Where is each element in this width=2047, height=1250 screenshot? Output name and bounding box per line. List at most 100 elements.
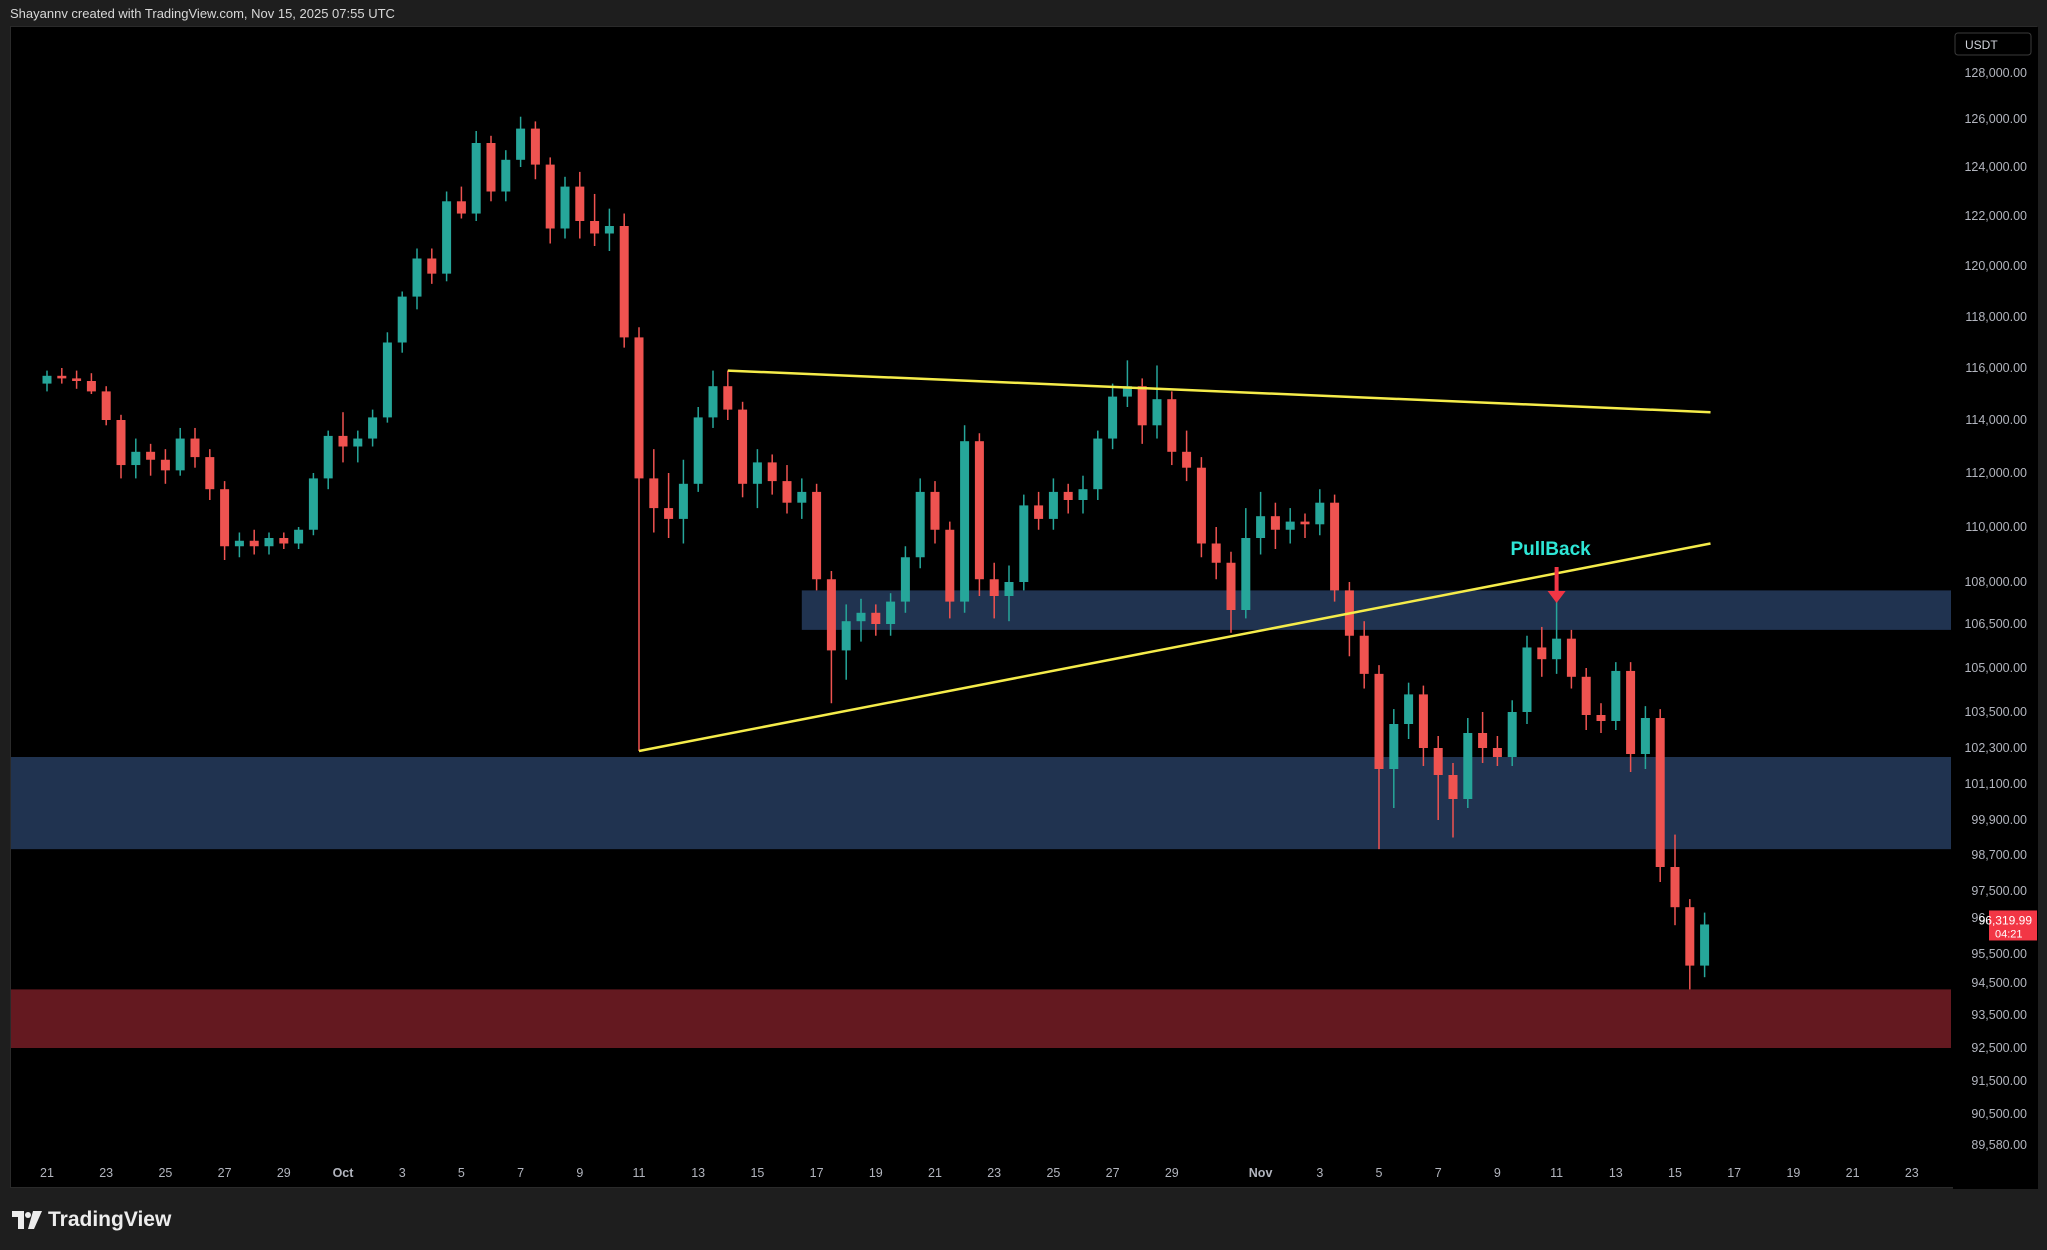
candle[interactable] — [930, 481, 940, 544]
candle[interactable] — [1640, 706, 1650, 769]
candle[interactable] — [72, 370, 82, 389]
candle[interactable] — [205, 449, 215, 500]
candle[interactable] — [812, 483, 822, 591]
candle[interactable] — [1404, 682, 1414, 739]
lower-trendline[interactable] — [638, 542, 1711, 753]
candle[interactable] — [1211, 527, 1221, 580]
candle[interactable] — [767, 454, 777, 495]
tradingview-logo[interactable]: TradingView — [12, 1208, 171, 1232]
candle[interactable] — [708, 370, 718, 428]
candle[interactable] — [323, 430, 333, 490]
candle[interactable] — [1537, 626, 1547, 677]
candle[interactable] — [397, 291, 407, 353]
candle[interactable] — [1389, 709, 1399, 808]
candle[interactable] — [456, 186, 466, 219]
candle[interactable] — [1152, 365, 1162, 439]
candle[interactable] — [382, 332, 392, 423]
candle[interactable] — [871, 604, 881, 636]
candle[interactable] — [590, 193, 600, 246]
candle[interactable] — [1241, 508, 1251, 619]
upper-blue-zone[interactable] — [801, 590, 1951, 630]
candle[interactable] — [575, 171, 585, 239]
candle[interactable] — [1700, 912, 1710, 978]
candle[interactable] — [1315, 489, 1325, 536]
candle[interactable] — [1182, 430, 1192, 482]
candle[interactable] — [1093, 430, 1103, 500]
candle[interactable] — [338, 412, 348, 463]
candle[interactable] — [294, 527, 304, 549]
candle[interactable] — [1507, 700, 1517, 766]
candle[interactable] — [368, 409, 378, 447]
candle[interactable] — [442, 191, 452, 282]
candle[interactable] — [738, 401, 748, 498]
candle[interactable] — [1122, 360, 1132, 407]
candle[interactable] — [1448, 763, 1458, 838]
candle[interactable] — [160, 449, 170, 484]
candle[interactable] — [1108, 383, 1118, 450]
candle[interactable] — [1063, 483, 1073, 514]
candle[interactable] — [886, 593, 896, 636]
candle[interactable] — [146, 443, 156, 476]
candle[interactable] — [1552, 596, 1562, 674]
candle[interactable] — [427, 248, 437, 284]
candle[interactable] — [249, 529, 259, 555]
candle[interactable] — [1433, 736, 1443, 820]
candle[interactable] — [960, 425, 970, 613]
candle[interactable] — [900, 546, 910, 613]
candle[interactable] — [1463, 718, 1473, 808]
candle[interactable] — [693, 407, 703, 492]
candle[interactable] — [1492, 736, 1502, 766]
candle[interactable] — [634, 327, 644, 751]
candle[interactable] — [1048, 478, 1058, 530]
candle[interactable] — [1670, 834, 1680, 926]
candle[interactable] — [782, 465, 792, 514]
chart-frame[interactable]: PullBack USDT 128,000.00 126,000.00 124,000… — [10, 26, 2038, 1189]
candle[interactable] — [1196, 457, 1206, 558]
candle[interactable] — [1359, 621, 1369, 689]
candle[interactable] — [841, 604, 851, 680]
candle[interactable] — [1685, 899, 1695, 990]
candle[interactable] — [57, 368, 67, 384]
candle[interactable] — [486, 135, 496, 202]
candle[interactable] — [116, 414, 126, 479]
candle[interactable] — [1167, 391, 1177, 466]
candle[interactable] — [264, 532, 274, 555]
candle[interactable] — [619, 213, 629, 348]
candle[interactable] — [1626, 662, 1636, 772]
candle[interactable] — [797, 478, 807, 519]
candle[interactable] — [1478, 712, 1488, 763]
candle[interactable] — [826, 571, 836, 704]
candle[interactable] — [545, 157, 555, 244]
currency-box[interactable] — [1954, 32, 2032, 56]
candle[interactable] — [501, 150, 511, 202]
candle[interactable] — [1078, 475, 1088, 514]
candle[interactable] — [516, 116, 526, 167]
candle[interactable] — [649, 449, 659, 533]
lower-red-zone[interactable] — [11, 989, 1951, 1048]
candle[interactable] — [604, 208, 614, 251]
candle[interactable] — [915, 478, 925, 569]
upper-trendline[interactable] — [727, 369, 1711, 414]
candle[interactable] — [530, 121, 540, 180]
candle[interactable] — [471, 131, 481, 221]
candle[interactable] — [220, 481, 230, 560]
candle[interactable] — [131, 438, 141, 479]
candle[interactable] — [234, 532, 244, 558]
candle[interactable] — [190, 427, 200, 468]
candle[interactable] — [1566, 629, 1576, 689]
candle[interactable] — [1611, 662, 1621, 730]
candle[interactable] — [1285, 508, 1295, 544]
candle[interactable] — [1418, 685, 1428, 766]
candle[interactable] — [1004, 565, 1014, 622]
candlestick-chart[interactable]: PullBack USDT 128,000.00 126,000.00 124,000… — [11, 27, 2038, 1189]
candle[interactable] — [1019, 494, 1029, 591]
candle[interactable] — [723, 370, 733, 420]
candle[interactable] — [42, 370, 52, 392]
candle[interactable] — [1374, 665, 1384, 850]
candle[interactable] — [412, 248, 422, 310]
candle[interactable] — [1581, 668, 1591, 730]
candle[interactable] — [101, 386, 111, 426]
candle[interactable] — [1330, 494, 1340, 602]
candle[interactable] — [989, 562, 999, 619]
candle[interactable] — [1300, 513, 1310, 539]
